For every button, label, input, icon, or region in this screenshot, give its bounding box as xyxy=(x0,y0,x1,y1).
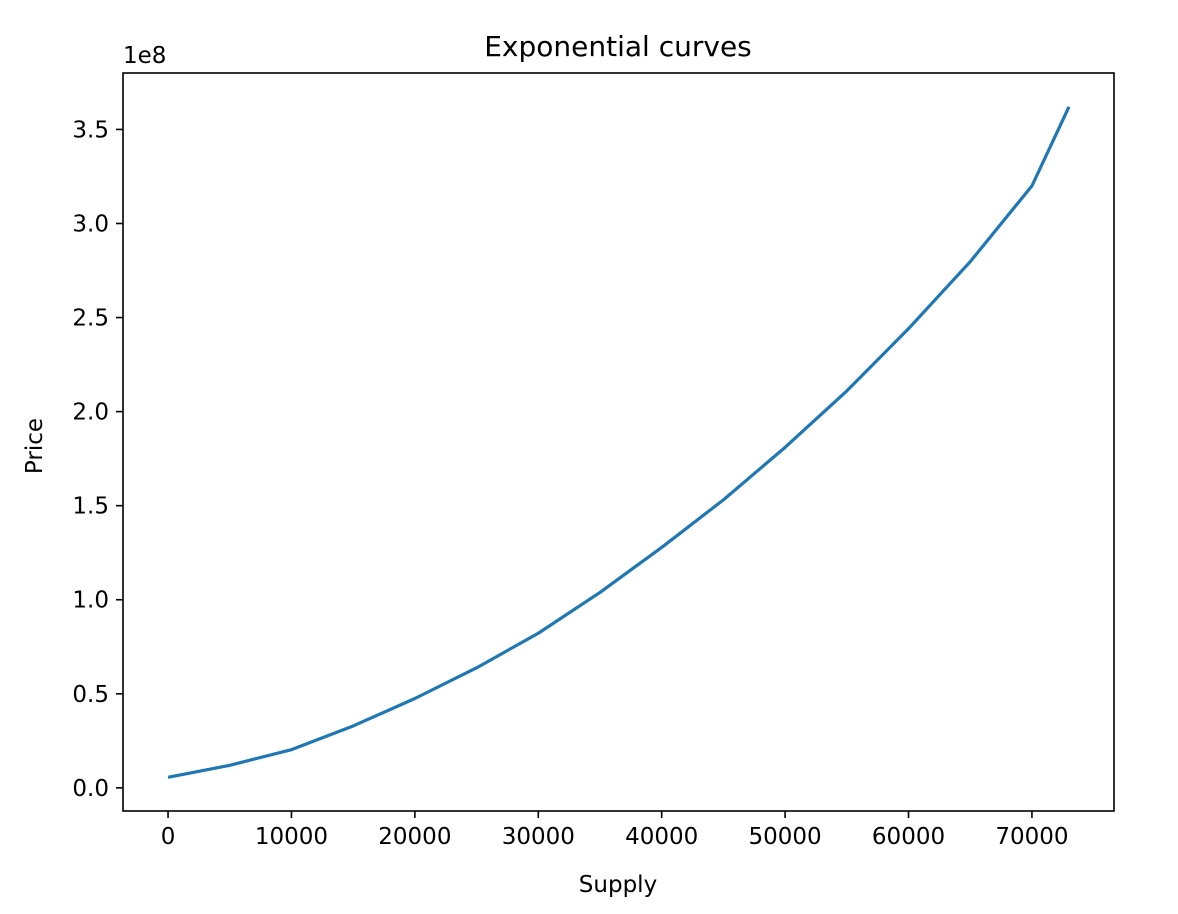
x-tick-label: 10000 xyxy=(255,824,328,850)
x-axis-ticks: 0 10000 20000 30000 40000 50000 60000 70000 xyxy=(161,811,1069,850)
y-tick-label: 0.0 xyxy=(72,776,109,802)
x-tick-label: 20000 xyxy=(378,824,451,850)
plot-area xyxy=(122,72,1115,812)
chart-title: Exponential curves xyxy=(484,30,752,63)
y-tick-label: 3.0 xyxy=(72,211,109,237)
y-tick-label: 2.0 xyxy=(72,400,109,426)
y-offset-text: 1e8 xyxy=(123,43,166,69)
y-tick-label: 2.5 xyxy=(72,306,109,332)
x-tick-label: 60000 xyxy=(872,824,945,850)
x-tick-label: 50000 xyxy=(749,824,822,850)
x-tick-label: 40000 xyxy=(625,824,698,850)
x-tick-label: 30000 xyxy=(502,824,575,850)
y-tick-label: 0.5 xyxy=(72,682,109,708)
y-axis-label: Price xyxy=(22,418,48,474)
y-tick-label: 1.5 xyxy=(72,494,109,520)
x-tick-label: 70000 xyxy=(995,824,1068,850)
y-axis-ticks: 0.0 0.5 1.0 1.5 2.0 2.5 3.0 3.5 xyxy=(72,117,123,802)
x-axis-label: Supply xyxy=(579,872,657,898)
y-tick-label: 1.0 xyxy=(72,588,109,614)
axes-background xyxy=(123,73,1114,811)
x-tick-label: 0 xyxy=(161,824,176,850)
y-tick-label: 3.5 xyxy=(72,117,109,143)
axes-frame xyxy=(122,72,1115,812)
series-line-0 xyxy=(167,106,1071,779)
